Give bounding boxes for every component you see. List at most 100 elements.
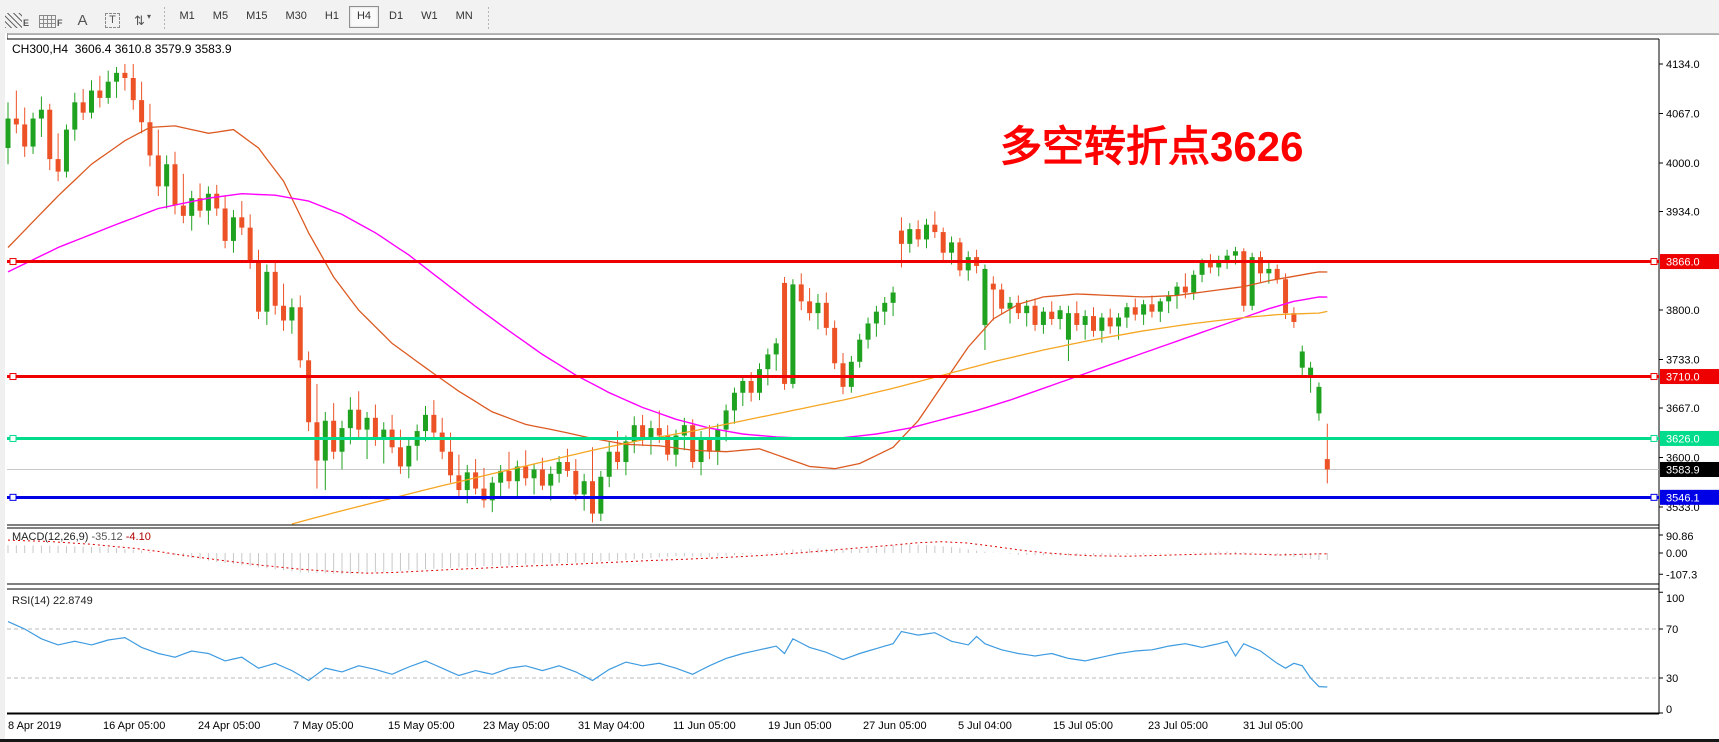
timeframe-button-h1[interactable]: H1	[324, 9, 339, 22]
arrows-tool-icon[interactable]: ⇅ ▾	[129, 4, 157, 30]
timeframe-button-mn[interactable]: MN	[455, 9, 473, 22]
candle-body	[1308, 367, 1314, 377]
hline-price-label-bg	[1660, 369, 1719, 385]
timeframe-button-d1[interactable]: D1	[389, 9, 404, 22]
text-box-tool-icon[interactable]: T	[99, 4, 127, 30]
candle-body	[1232, 251, 1238, 256]
time-axis-label[interactable]: 8 Apr 2019	[8, 720, 61, 732]
time-axis-label[interactable]: 31 May 04:00	[578, 720, 645, 732]
hline-handle[interactable]	[1650, 373, 1658, 381]
ma-mid-line	[7, 192, 1328, 440]
candle-body	[63, 129, 69, 172]
timeframe-button-h4[interactable]: H4	[348, 5, 380, 28]
time-axis-label[interactable]: 15 Jul 05:00	[1053, 720, 1113, 732]
candle-body	[239, 217, 245, 228]
timeframe-button-w1[interactable]: W1	[421, 9, 438, 22]
candle-body	[932, 224, 938, 233]
candle-body	[782, 282, 788, 384]
candle-body	[114, 72, 120, 82]
chart-annotation[interactable]: 多空转折点3626	[1000, 123, 1304, 170]
hline-price-label-bg	[1660, 430, 1719, 446]
hline-handle[interactable]	[1650, 434, 1658, 442]
candle-body	[665, 435, 671, 455]
candle-body	[147, 122, 153, 156]
text-label-tool-icon[interactable]: A	[69, 4, 97, 30]
timeframe-button-m15[interactable]: M15	[246, 9, 268, 22]
rsi-indicator-label: RSI(14) 22.8749	[12, 595, 93, 607]
hline-handle[interactable]	[9, 493, 17, 501]
candle-body	[122, 72, 128, 79]
time-axis-label[interactable]: 23 Jul 05:00	[1148, 720, 1208, 732]
price-tick-label: 3600.0	[1666, 453, 1700, 465]
candle-body	[322, 420, 328, 461]
time-axis-label[interactable]: 5 Jul 04:00	[958, 720, 1012, 732]
time-axis-label[interactable]: 19 Jun 05:00	[768, 720, 832, 732]
hline-handle[interactable]	[1650, 258, 1658, 266]
candle-body	[581, 481, 587, 495]
candle-body	[89, 90, 94, 113]
candle-body	[1224, 255, 1230, 261]
hline-price-label-bg	[1660, 489, 1719, 505]
candle-body	[22, 124, 28, 147]
candle-body	[681, 425, 687, 436]
candle-body	[873, 311, 879, 324]
candle-body	[1258, 257, 1263, 274]
timeframe-button-m5[interactable]: M5	[212, 9, 229, 22]
current-price-label: 3583.9	[1666, 464, 1700, 476]
candle-body	[431, 414, 437, 433]
time-axis-label[interactable]: 16 Apr 05:00	[103, 720, 165, 732]
candle-body	[656, 428, 662, 436]
candle-body	[489, 482, 495, 501]
candle-body	[1182, 286, 1188, 293]
hline-price-label: 3866.0	[1666, 257, 1700, 269]
hline-handle[interactable]	[1650, 493, 1658, 501]
candle-body	[723, 410, 729, 430]
candle-body	[331, 420, 337, 452]
hline-handle[interactable]	[9, 434, 17, 442]
candle-body	[1291, 313, 1297, 322]
timeframe-button-m1[interactable]: M1	[179, 9, 195, 22]
candle-body	[1099, 317, 1105, 331]
candle-body	[748, 380, 754, 393]
candle-body	[1057, 310, 1063, 320]
candle-body	[498, 470, 504, 483]
candle-body	[139, 100, 145, 123]
price-tick-label: 3800.0	[1666, 305, 1700, 317]
ma-slow-line	[291, 310, 1328, 525]
hline-handle[interactable]	[9, 258, 17, 266]
candle-body	[539, 469, 545, 486]
macd-tick-label: 0.00	[1666, 548, 1687, 560]
macd-indicator-label: MACD(12,26,9) -35.12 -4.10	[12, 531, 151, 543]
candle-body	[1283, 279, 1289, 314]
candle-body	[1149, 304, 1155, 312]
hline-handle[interactable]	[9, 373, 17, 381]
chart-style-tool-icon[interactable]: E	[1, 4, 33, 30]
candle-body	[214, 193, 220, 209]
time-axis-label[interactable]: 15 May 05:00	[388, 720, 455, 732]
time-axis-label[interactable]: 31 Jul 05:00	[1243, 720, 1303, 732]
timeframe-button-m30[interactable]: M30	[285, 9, 307, 22]
candle-body	[172, 164, 178, 206]
candle-body	[1040, 311, 1046, 325]
time-axis-label[interactable]: 27 Jun 05:00	[863, 720, 927, 732]
candle-body	[297, 307, 303, 361]
candle-body	[1266, 268, 1272, 274]
candle-body	[423, 414, 428, 432]
candle-body	[598, 476, 604, 514]
time-axis-label[interactable]: 23 May 05:00	[483, 720, 550, 732]
candle-body	[698, 436, 704, 463]
candle-body	[372, 417, 378, 439]
time-axis-label[interactable]: 24 Apr 05:00	[198, 720, 260, 732]
rsi-tick-label: 100	[1666, 593, 1684, 605]
time-axis-label[interactable]: 11 Jun 05:00	[673, 720, 736, 732]
macd-signal-value: -4.10	[125, 531, 151, 543]
grid-tool-icon[interactable]: F	[35, 4, 67, 30]
time-axis-label[interactable]: 7 May 05:00	[293, 720, 354, 732]
candle-body	[314, 422, 320, 461]
candle-body	[1082, 316, 1088, 325]
dropdown-caret-icon[interactable]: ▾	[146, 12, 151, 21]
candle-body	[180, 205, 186, 216]
hline-price-label-bg	[1660, 254, 1719, 270]
rsi-tick-label: 70	[1666, 624, 1678, 636]
